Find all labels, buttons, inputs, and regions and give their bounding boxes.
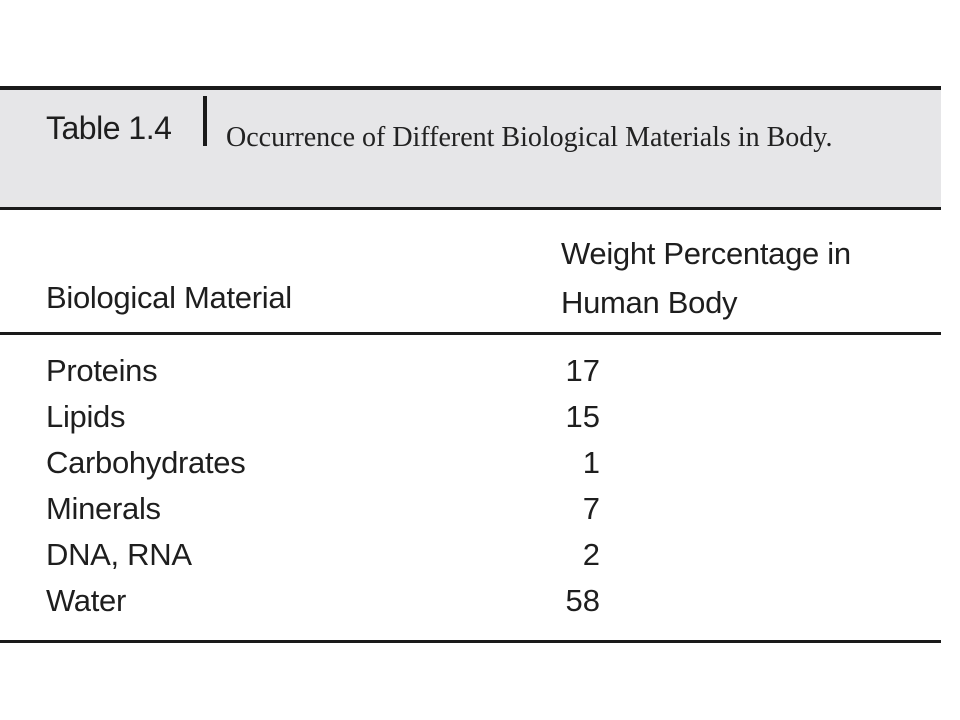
column-header-material: Biological Material <box>46 280 292 315</box>
table-title: Occurrence of Different Biological Mater… <box>226 122 833 153</box>
material-cell: Lipids <box>46 399 126 434</box>
top-rule <box>0 86 941 90</box>
material-cell: Proteins <box>46 353 158 388</box>
weight-cell: 15 <box>565 399 600 434</box>
table-block: Occurrence of Different Biological Mater… <box>0 86 941 643</box>
table-row: Proteins 17 <box>0 348 941 394</box>
weight-cell: 7 <box>582 491 600 526</box>
table-row: Minerals 7 <box>0 486 941 532</box>
material-cell: Carbohydrates <box>46 445 246 480</box>
caption-rule <box>0 207 941 210</box>
weight-cell: 58 <box>565 583 600 618</box>
bottom-rule <box>0 640 941 643</box>
table-row: Carbohydrates 1 <box>0 440 941 486</box>
column-header-weight: Weight Percentage in Human Body <box>561 236 851 320</box>
caption-divider <box>203 96 207 146</box>
table-label: Table 1.4 <box>46 110 172 146</box>
header-rule <box>0 332 941 335</box>
table-body: Proteins 17 Lipids 15 Carbohydrates 1 Mi… <box>0 335 941 640</box>
table-row: DNA, RNA 2 <box>0 532 941 578</box>
material-cell: Minerals <box>46 491 161 526</box>
table-header-row: Biological Material Weight Percentage in… <box>0 210 941 332</box>
table-row: Lipids 15 <box>0 394 941 440</box>
weight-cell: 17 <box>565 353 600 388</box>
weight-cell: 2 <box>582 537 600 572</box>
table-caption: Occurrence of Different Biological Mater… <box>0 90 941 207</box>
material-cell: Water <box>46 583 127 618</box>
weight-cell: 1 <box>582 445 600 480</box>
table-row: Water 58 <box>0 578 941 624</box>
material-cell: DNA, RNA <box>46 537 192 572</box>
